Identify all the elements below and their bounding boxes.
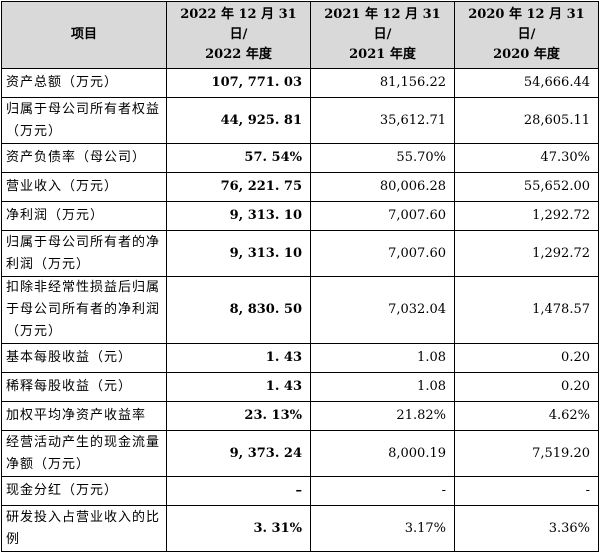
value-2022: 23. 13% [166, 401, 311, 431]
value-2020: 47.30% [454, 143, 599, 173]
table-row: 基本每股收益（元） 1. 43 1.08 0.20 [1, 343, 599, 373]
table-header-row: 项目 2022 年 12 月 31 日/ 2022 年度 2021 年 12 月… [1, 1, 599, 69]
value-2021: 55.70% [310, 143, 455, 173]
header-2022-line2: 2022 年度 [205, 47, 272, 62]
header-2020-line1: 2020 年 12 月 31 日/ [468, 7, 585, 42]
row-label: 资产负债率（母公司） [1, 143, 167, 173]
row-label: 归属于母公司所有者的净利润（万元） [1, 230, 167, 277]
table-row: 扣除非经常性损益后归属于母公司所有者的净利润（万元） 8, 830. 50 7,… [1, 276, 599, 344]
value-2022: 44, 925. 81 [166, 97, 311, 144]
value-2021: 1.08 [310, 372, 455, 402]
table-row: 资产总额（万元） 107, 771. 03 81,156.22 54,666.4… [1, 68, 599, 98]
header-2021: 2021 年 12 月 31 日/ 2021 年度 [310, 1, 455, 69]
table-row: 营业收入（万元） 76, 221. 75 80,006.28 55,652.00 [1, 172, 599, 202]
header-2020: 2020 年 12 月 31 日/ 2020 年度 [454, 1, 599, 69]
value-2021: 7,007.60 [310, 230, 455, 277]
value-2021: - [310, 476, 455, 506]
value-2022: 9, 313. 10 [166, 201, 311, 231]
row-label: 扣除非经常性损益后归属于母公司所有者的净利润（万元） [1, 276, 167, 344]
header-item: 项目 [1, 1, 167, 69]
table-row: 现金分红（万元） – - - [1, 476, 599, 506]
value-2021: 80,006.28 [310, 172, 455, 202]
value-2020: 4.62% [454, 401, 599, 431]
value-2022: 1. 43 [166, 343, 311, 373]
value-2022: 9, 373. 24 [166, 430, 311, 477]
table-row: 加权平均净资产收益率 23. 13% 21.82% 4.62% [1, 401, 599, 431]
row-label: 归属于母公司所有者权益（万元） [1, 97, 167, 144]
value-2020: 28,605.11 [454, 97, 599, 144]
header-2022: 2022 年 12 月 31 日/ 2022 年度 [166, 1, 311, 69]
value-2021: 1.08 [310, 343, 455, 373]
row-label: 经营活动产生的现金流量净额（万元） [1, 430, 167, 477]
value-2020: 1,292.72 [454, 230, 599, 277]
row-label: 净利润（万元） [1, 201, 167, 231]
value-2022: 9, 313. 10 [166, 230, 311, 277]
value-2021: 7,007.60 [310, 201, 455, 231]
value-2021: 81,156.22 [310, 68, 455, 98]
value-2020: 0.20 [454, 372, 599, 402]
row-label: 研发投入占营业收入的比例 [1, 505, 167, 552]
value-2020: 1,292.72 [454, 201, 599, 231]
value-2020: 1,478.57 [454, 276, 599, 344]
header-2020-line2: 2020 年度 [493, 47, 560, 62]
row-label: 资产总额（万元） [1, 68, 167, 98]
value-2021: 3.17% [310, 505, 455, 552]
value-2021: 21.82% [310, 401, 455, 431]
value-2022: 1. 43 [166, 372, 311, 402]
table-row: 经营活动产生的现金流量净额（万元） 9, 373. 24 8,000.19 7,… [1, 430, 599, 477]
value-2020: 3.36% [454, 505, 599, 552]
value-2021: 35,612.71 [310, 97, 455, 144]
table-row: 研发投入占营业收入的比例 3. 31% 3.17% 3.36% [1, 505, 599, 552]
row-label: 加权平均净资产收益率 [1, 401, 167, 431]
value-2022: 107, 771. 03 [166, 68, 311, 98]
row-label: 稀释每股收益（元） [1, 372, 167, 402]
value-2020: 7,519.20 [454, 430, 599, 477]
header-2022-line1: 2022 年 12 月 31 日/ [180, 7, 297, 42]
value-2022: – [166, 476, 311, 506]
table-row: 资产负债率（母公司） 57. 54% 55.70% 47.30% [1, 143, 599, 173]
table-row: 归属于母公司所有者权益（万元） 44, 925. 81 35,612.71 28… [1, 97, 599, 144]
table-row: 稀释每股收益（元） 1. 43 1.08 0.20 [1, 372, 599, 402]
value-2022: 76, 221. 75 [166, 172, 311, 202]
value-2020: - [454, 476, 599, 506]
value-2020: 55,652.00 [454, 172, 599, 202]
value-2021: 8,000.19 [310, 430, 455, 477]
value-2021: 7,032.04 [310, 276, 455, 344]
row-label: 基本每股收益（元） [1, 343, 167, 373]
row-label: 现金分红（万元） [1, 476, 167, 506]
value-2022: 8, 830. 50 [166, 276, 311, 344]
header-2021-line1: 2021 年 12 月 31 日/ [324, 7, 441, 42]
value-2020: 54,666.44 [454, 68, 599, 98]
row-label: 营业收入（万元） [1, 172, 167, 202]
value-2022: 3. 31% [166, 505, 311, 552]
table-row: 净利润（万元） 9, 313. 10 7,007.60 1,292.72 [1, 201, 599, 231]
header-2021-line2: 2021 年度 [349, 47, 416, 62]
table-row: 归属于母公司所有者的净利润（万元） 9, 313. 10 7,007.60 1,… [1, 230, 599, 277]
value-2020: 0.20 [454, 343, 599, 373]
value-2022: 57. 54% [166, 143, 311, 173]
